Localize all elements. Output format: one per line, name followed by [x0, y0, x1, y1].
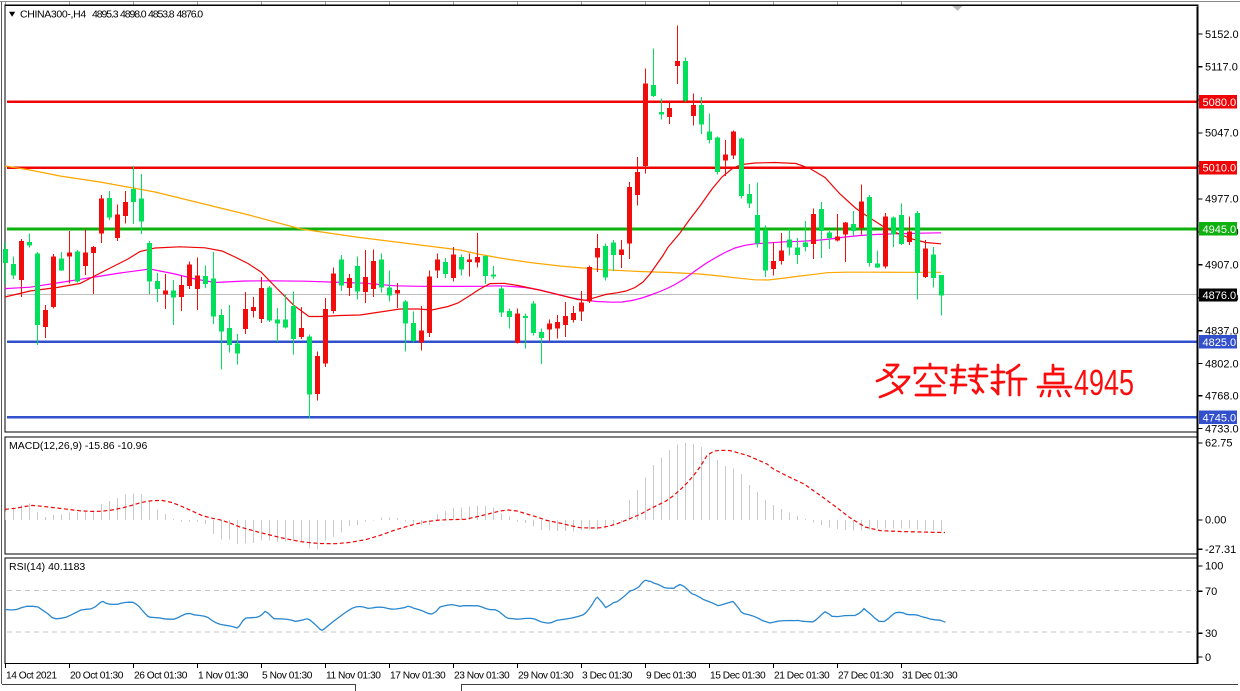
svg-text:11 Nov 01:30: 11 Nov 01:30: [326, 670, 381, 681]
svg-text:RSI(14) 40.1183: RSI(14) 40.1183: [9, 561, 85, 573]
svg-text:4802.0: 4802.0: [1205, 358, 1239, 370]
svg-text:CHINA300-,H4: CHINA300-,H4: [20, 9, 86, 21]
svg-text:4898.0: 4898.0: [120, 9, 147, 21]
svg-text:21 Dec 01:30: 21 Dec 01:30: [774, 670, 830, 681]
svg-text:-27.31: -27.31: [1205, 544, 1236, 556]
svg-text:23 Nov 01:30: 23 Nov 01:30: [454, 670, 510, 681]
svg-text:4745.0: 4745.0: [1203, 412, 1237, 424]
svg-text:5010.0: 5010.0: [1203, 163, 1237, 175]
svg-text:27 Dec 01:30: 27 Dec 01:30: [838, 670, 894, 681]
svg-text:1 Nov 01:30: 1 Nov 01:30: [198, 670, 249, 681]
svg-text:17 Nov 01:30: 17 Nov 01:30: [390, 670, 446, 681]
svg-text:0.00: 0.00: [1205, 515, 1226, 527]
svg-text:26 Oct 01:30: 26 Oct 01:30: [134, 670, 188, 681]
svg-text:5152.0: 5152.0: [1205, 29, 1239, 41]
svg-text:14 Oct 2021: 14 Oct 2021: [6, 670, 57, 681]
svg-text:30: 30: [1205, 628, 1217, 640]
svg-text:62.75: 62.75: [1205, 438, 1233, 450]
svg-text:5 Nov 01:30: 5 Nov 01:30: [262, 670, 313, 681]
svg-text:4825.0: 4825.0: [1203, 337, 1237, 349]
svg-text:4768.0: 4768.0: [1205, 391, 1239, 403]
svg-text:5047.0: 5047.0: [1205, 128, 1239, 140]
svg-text:4945.0: 4945.0: [1203, 224, 1237, 236]
svg-text:0: 0: [1205, 652, 1211, 664]
svg-text:4733.0: 4733.0: [1205, 423, 1239, 435]
svg-text:4876.0: 4876.0: [177, 9, 204, 21]
svg-text:9 Dec 01:30: 9 Dec 01:30: [646, 670, 697, 681]
svg-text:5117.0: 5117.0: [1205, 62, 1238, 74]
svg-text:31 Dec 01:30: 31 Dec 01:30: [902, 670, 958, 681]
svg-text:5080.0: 5080.0: [1203, 97, 1237, 109]
svg-text:29 Nov 01:30: 29 Nov 01:30: [518, 670, 574, 681]
svg-text:4977.0: 4977.0: [1205, 194, 1239, 206]
svg-text:4895.3: 4895.3: [92, 9, 119, 21]
svg-text:15 Dec 01:30: 15 Dec 01:30: [710, 670, 766, 681]
svg-text:4876.0: 4876.0: [1203, 290, 1237, 302]
svg-text:4837.0: 4837.0: [1205, 326, 1239, 338]
svg-text:20 Oct 01:30: 20 Oct 01:30: [70, 670, 124, 681]
svg-text:3 Dec 01:30: 3 Dec 01:30: [582, 670, 633, 681]
svg-text:4907.0: 4907.0: [1205, 260, 1239, 272]
svg-text:4945: 4945: [1074, 362, 1134, 403]
svg-text:70: 70: [1205, 586, 1217, 598]
svg-text:100: 100: [1205, 561, 1223, 573]
svg-text:MACD(12,26,9) -15.86 -10.96: MACD(12,26,9) -15.86 -10.96: [9, 440, 147, 452]
svg-text:4853.8: 4853.8: [148, 9, 175, 21]
